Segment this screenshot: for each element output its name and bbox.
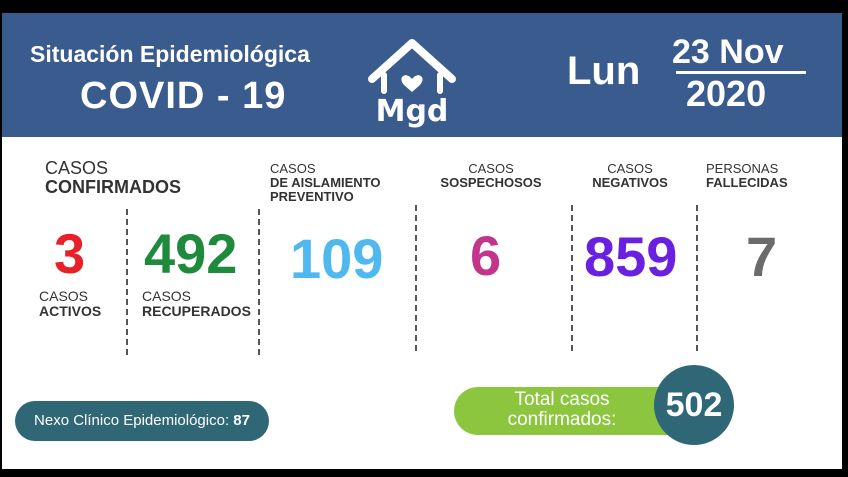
fallecidas-label: PERSONAS FALLECIDAS <box>706 162 788 190</box>
nexo-value: 87 <box>233 412 250 429</box>
divider <box>415 205 417 351</box>
header-day: Lun <box>567 49 641 93</box>
sospechosos-label-2: SOSPECHOSOS <box>440 175 542 190</box>
negativos-label-2: NEGATIVOS <box>592 175 668 190</box>
fallecidas-value: 7 <box>746 225 778 288</box>
total-label-2: confirmados: <box>507 409 617 430</box>
aislamiento-label: CASOS DE AISLAMIENTO PREVENTIVO <box>270 162 381 204</box>
recuperados-label-bottom: RECUPERADOS <box>142 303 251 319</box>
aislamiento-value: 109 <box>290 227 384 290</box>
negativos-value: 859 <box>584 225 678 288</box>
header-banner: Situación Epidemiológica COVID - 19 Mgd … <box>2 13 842 137</box>
activos-label: CASOS ACTIVOS <box>39 289 101 319</box>
confirmados-label: CASOS CONFIRMADOS <box>45 159 181 197</box>
infographic-panel: Situación Epidemiológica COVID - 19 Mgd … <box>2 13 842 469</box>
negativos-label: CASOS NEGATIVOS <box>586 162 674 190</box>
total-label: Total casos confirmados: <box>472 390 652 430</box>
recuperados-value: 492 <box>144 222 238 285</box>
negativos-label-1: CASOS <box>607 161 653 176</box>
divider <box>126 209 128 355</box>
house-heart-logo-icon: Mgd <box>364 35 460 131</box>
divider <box>258 209 260 355</box>
recuperados-label-top: CASOS <box>142 288 192 304</box>
aislamiento-label-1: CASOS <box>270 161 316 176</box>
recuperados-label: CASOS RECUPERADOS <box>142 289 251 319</box>
total-label-1: Total casos <box>514 389 610 410</box>
nexo-clinico-pill: Nexo Clínico Epidemiológico: 87 <box>15 401 269 441</box>
fallecidas-label-1: PERSONAS <box>706 161 779 176</box>
activos-label-bottom: ACTIVOS <box>39 303 102 319</box>
divider <box>571 205 573 351</box>
header-subtitle: Situación Epidemiológica <box>30 41 310 67</box>
aislamiento-label-2: DE AISLAMIENTO <box>270 175 381 190</box>
logo-text: Mgd <box>376 94 449 129</box>
aislamiento-label-3: PREVENTIVO <box>270 189 354 204</box>
confirmados-label-top: CASOS <box>45 158 109 178</box>
header-date-day: 23 Nov <box>672 33 784 71</box>
total-value: 502 <box>654 365 734 445</box>
nexo-label: Nexo Clínico Epidemiológico: <box>34 412 230 429</box>
sospechosos-label: CASOS SOSPECHOSOS <box>430 162 552 190</box>
header-title: COVID - 19 <box>80 75 287 117</box>
date-divider <box>676 71 806 74</box>
sospechosos-value: 6 <box>470 224 502 287</box>
fallecidas-label-2: FALLECIDAS <box>706 175 788 190</box>
header-date-year: 2020 <box>686 73 767 114</box>
activos-label-top: CASOS <box>39 288 89 304</box>
divider <box>696 205 698 351</box>
sospechosos-label-1: CASOS <box>468 161 514 176</box>
confirmados-label-bottom: CONFIRMADOS <box>45 177 181 197</box>
activos-value: 3 <box>54 222 86 285</box>
